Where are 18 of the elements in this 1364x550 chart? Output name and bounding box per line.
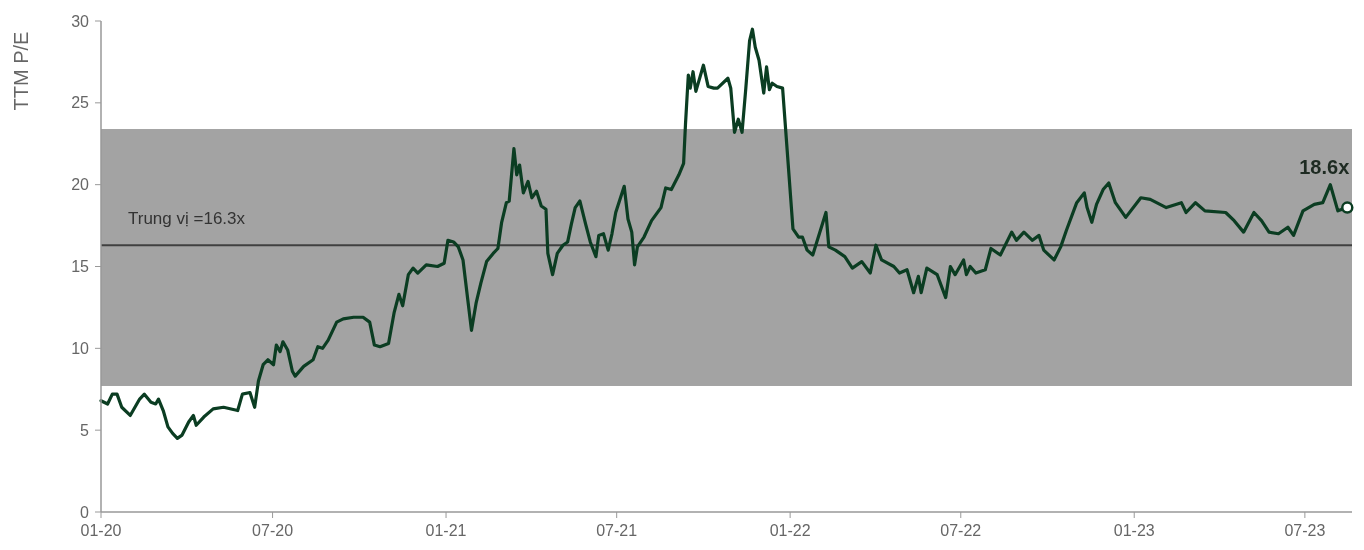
- y-tick-label: 30: [71, 12, 90, 30]
- x-tick-label: 07-23: [1284, 522, 1326, 539]
- y-tick-label: 20: [71, 176, 90, 194]
- x-tick-label: 07-22: [940, 522, 982, 539]
- annotation: 18.6x: [1299, 155, 1350, 178]
- ref-line-label: Trung vị =16.3x: [128, 209, 246, 229]
- y-tick-label: 5: [80, 421, 90, 439]
- x-tick-label: 01-23: [1113, 522, 1155, 539]
- y-tick-label: 25: [71, 94, 90, 112]
- x-tick-label: 01-21: [425, 522, 467, 539]
- y-tick-label: 10: [71, 339, 90, 357]
- x-tick-label: 01-22: [769, 522, 811, 539]
- y-tick-label: 15: [71, 258, 90, 276]
- y-tick-label: 0: [80, 503, 90, 521]
- x-tick-label: 01-20: [80, 522, 122, 539]
- y-axis-title: TTM P/E: [10, 31, 32, 111]
- x-tick-label: 07-21: [596, 522, 638, 539]
- x-tick-label: 07-20: [252, 522, 294, 539]
